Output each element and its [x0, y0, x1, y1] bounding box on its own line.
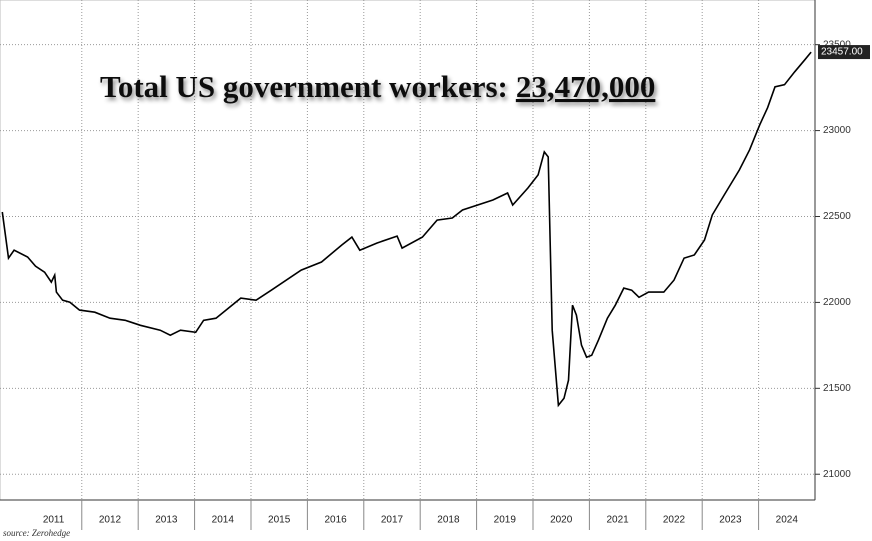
- x-tick-label: 2012: [99, 515, 122, 526]
- data-line: [1, 51, 812, 408]
- marks: [1, 51, 812, 408]
- y-tick-label: 23000: [823, 125, 851, 136]
- title-text: Total US government workers:: [100, 69, 508, 104]
- y-tick-label: 22000: [823, 297, 851, 308]
- x-tick-label: 2022: [663, 515, 686, 526]
- grid: [0, 0, 815, 500]
- y-tick-label: 23500: [823, 39, 851, 50]
- x-tick-label: 2016: [324, 515, 347, 526]
- x-tick-label: 2017: [381, 515, 404, 526]
- x-tick-label: 2014: [212, 515, 235, 526]
- plot-area: [0, 0, 816, 501]
- x-tick-label: 2015: [268, 515, 291, 526]
- source: source: Zerohedge: [3, 528, 70, 538]
- last-value-label: 23457.00: [821, 47, 863, 58]
- last-value-box: [818, 45, 870, 60]
- y-tick-label: 21000: [823, 469, 851, 480]
- x-tick-label: 2021: [606, 515, 629, 526]
- y-tick-label: 21500: [823, 383, 851, 394]
- x-tick-label: 2023: [719, 515, 742, 526]
- chart-title: Total US government workers: 23,470,000: [100, 69, 655, 104]
- headline-value: 23,470,000: [516, 69, 656, 104]
- x-tick-label: 2013: [155, 515, 178, 526]
- x-tick-label: 2019: [494, 515, 517, 526]
- x-tick-label: 2024: [776, 515, 799, 526]
- x-tick-label: 2020: [550, 515, 573, 526]
- x-tick-label: 2011: [43, 515, 65, 526]
- x-tick-label: 2018: [437, 515, 460, 526]
- y-tick-label: 22500: [823, 211, 851, 222]
